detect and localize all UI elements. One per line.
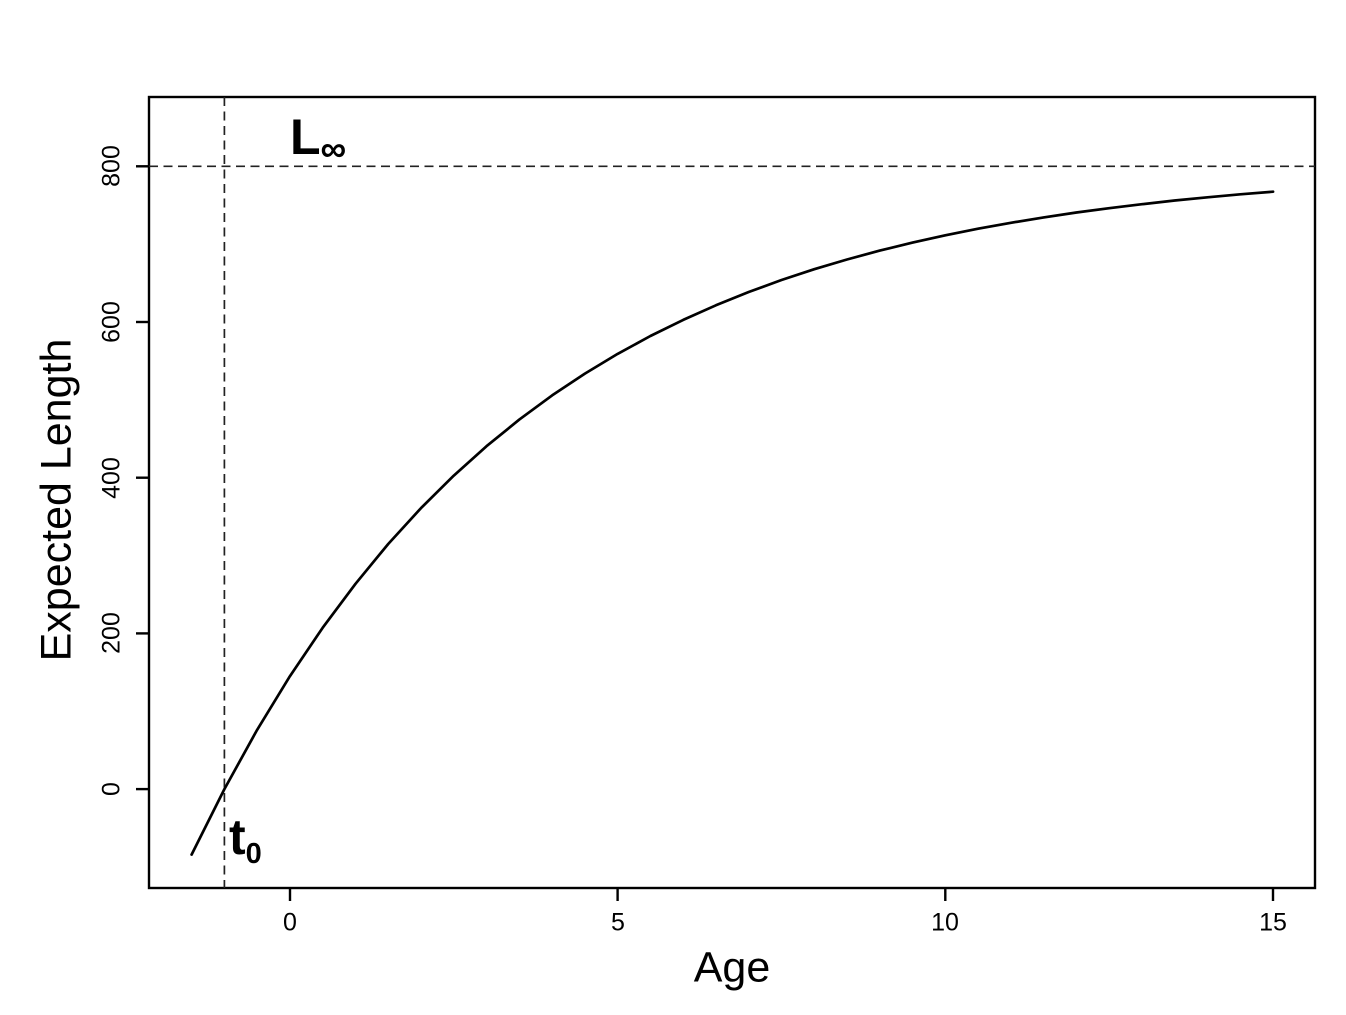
y-tick-label-400: 400 <box>97 457 126 499</box>
x-tick-label-5: 5 <box>611 908 625 937</box>
y-axis-title: Expected Length <box>32 338 81 662</box>
plot-frame <box>147 95 1317 890</box>
x-tick-label-15: 15 <box>1259 908 1287 937</box>
l-infinity-label-subscript: ∞ <box>320 128 347 169</box>
y-tick-label-800: 800 <box>97 145 126 187</box>
t-zero-label: t0 <box>229 809 262 869</box>
y-tick-label-600: 600 <box>97 301 126 343</box>
l-infinity-label: L∞ <box>290 109 346 167</box>
t-zero-label-main: t <box>229 809 246 865</box>
t-zero-label-subscript: 0 <box>245 838 262 870</box>
x-axis-title: Age <box>693 943 771 992</box>
y-tick-label-0: 0 <box>97 782 126 796</box>
l-infinity-label-main: L <box>290 109 321 165</box>
x-tick-label-10: 10 <box>931 908 959 937</box>
x-tick-label-0: 0 <box>283 908 297 937</box>
y-tick-label-200: 200 <box>97 612 126 654</box>
growth-curve-line <box>190 190 1275 856</box>
